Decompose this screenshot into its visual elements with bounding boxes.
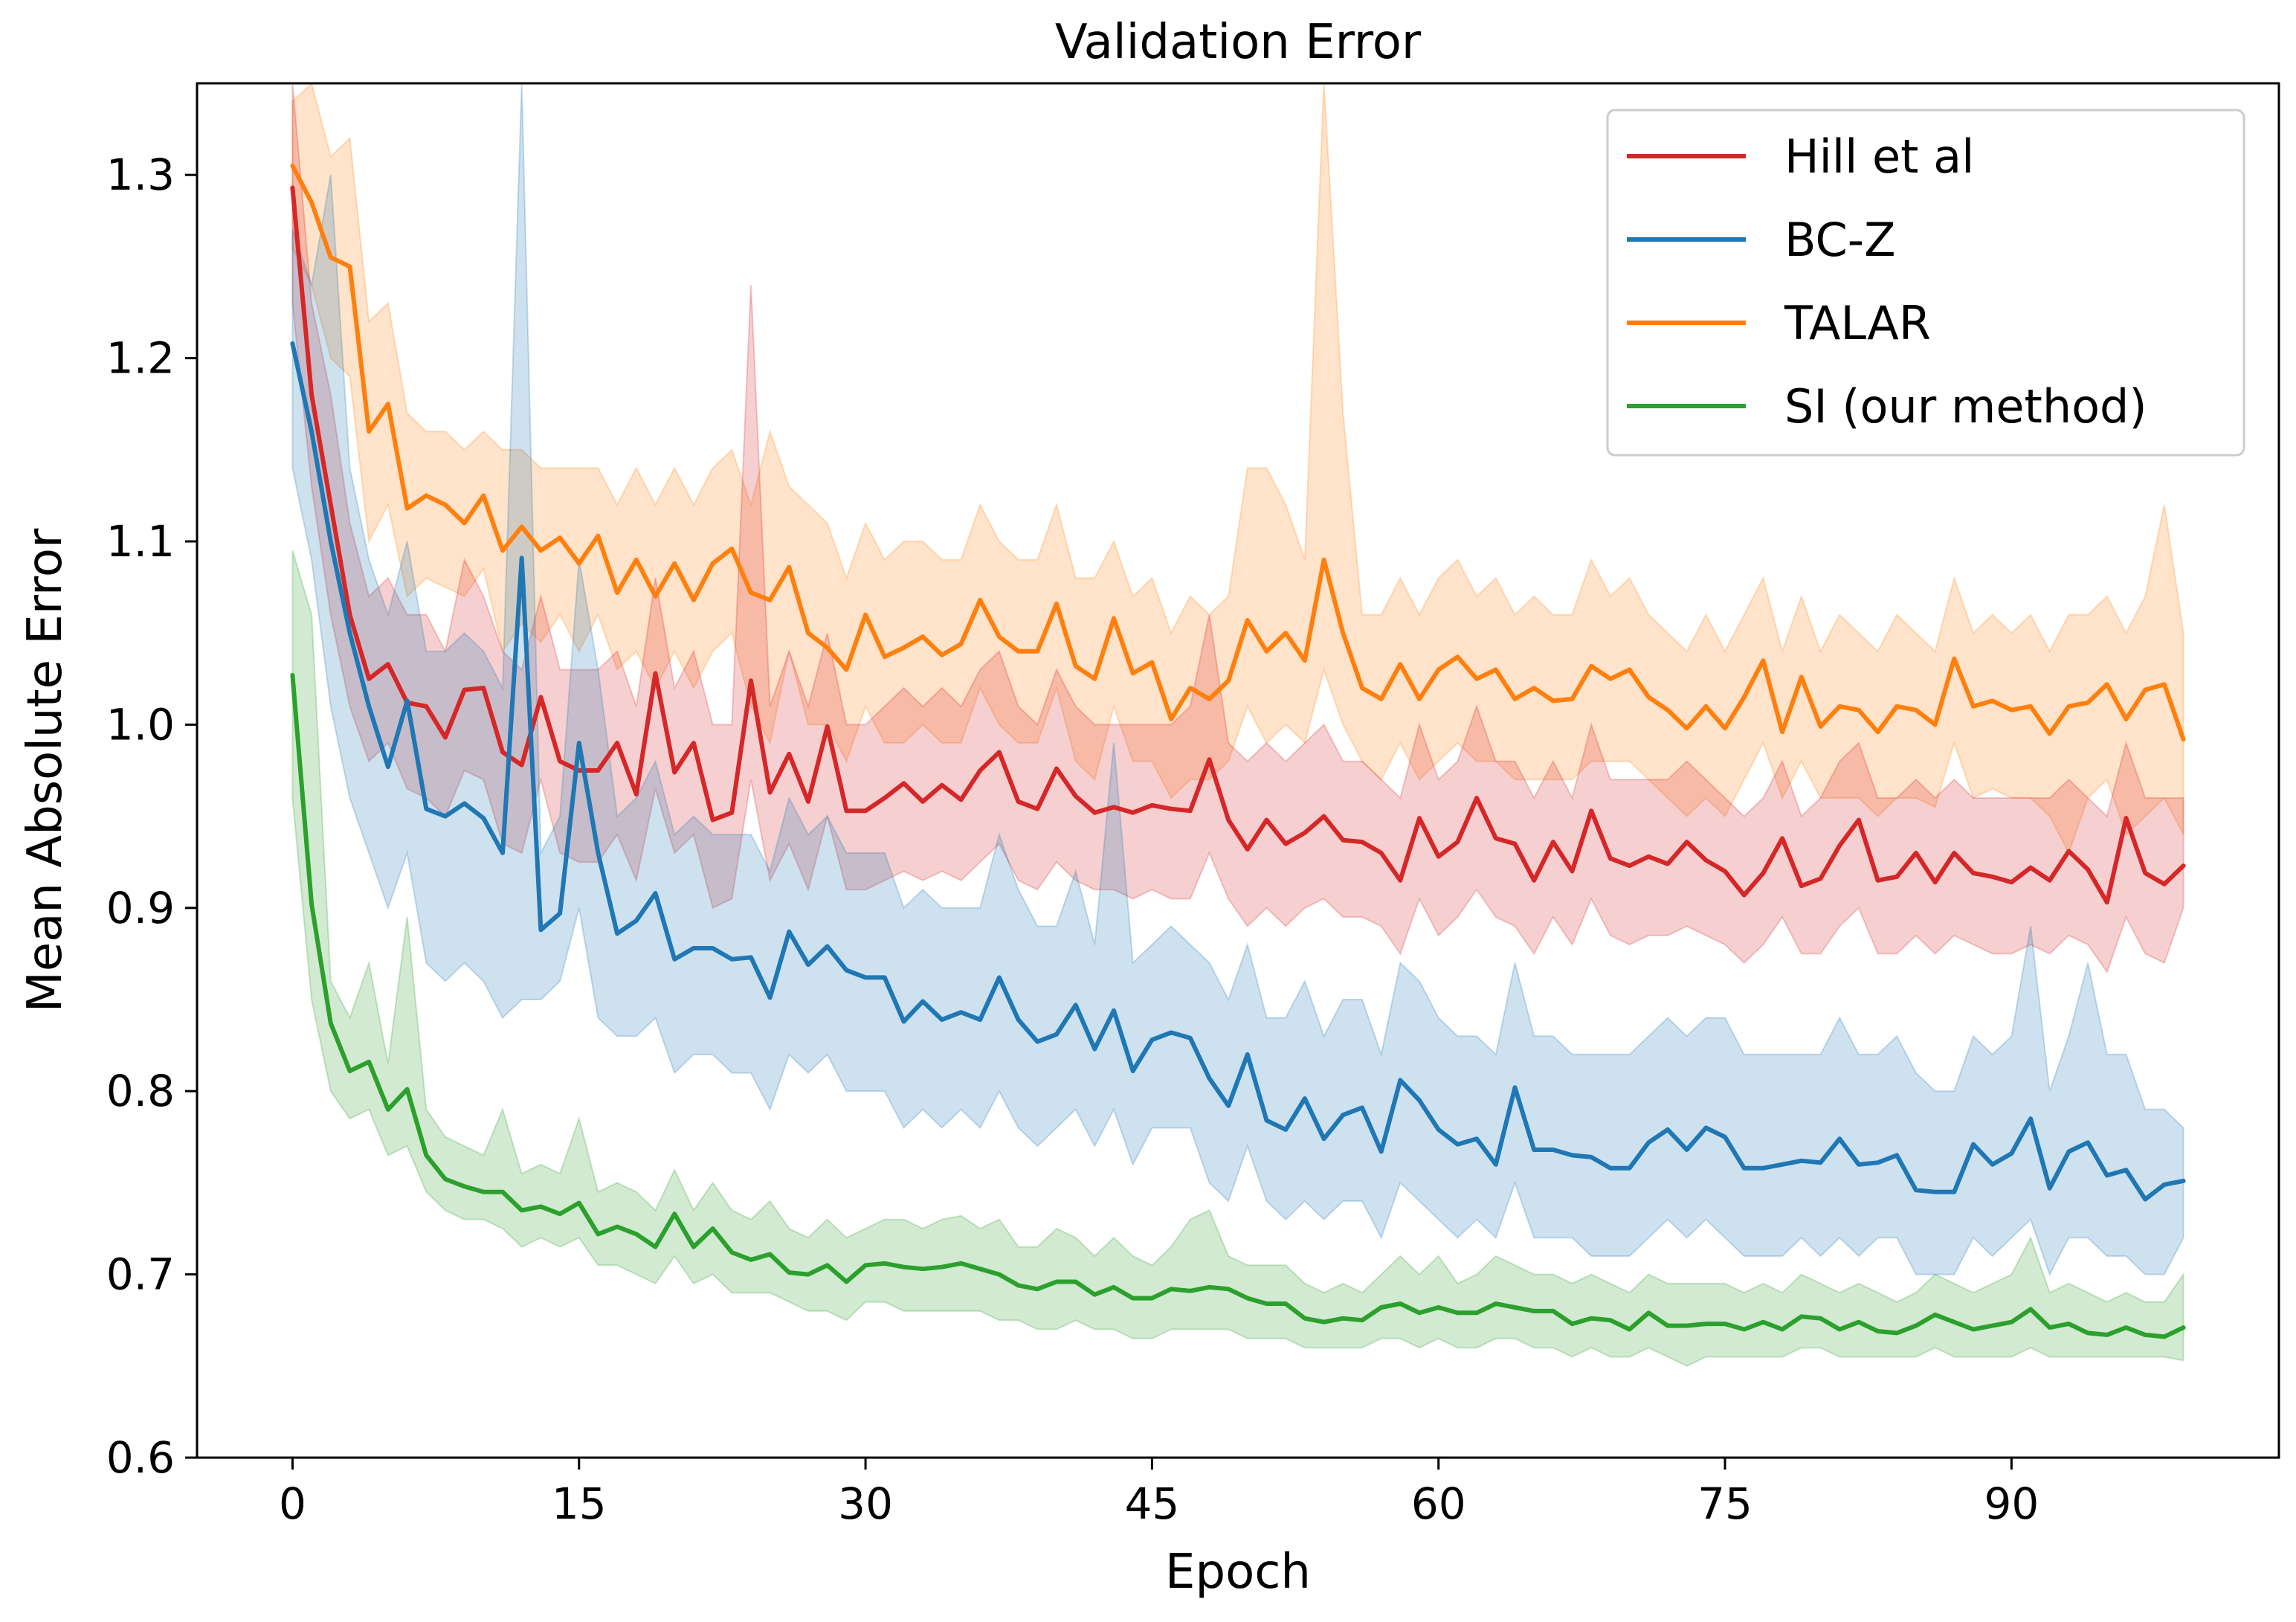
y-tick-label: 1.2 xyxy=(106,333,175,384)
plot-area-frame xyxy=(196,82,2280,1459)
y-tick-label: 1.0 xyxy=(106,699,175,750)
y-tick-label: 1.3 xyxy=(106,149,175,200)
y-axis-label: Mean Absolute Error xyxy=(18,528,73,1012)
legend-label-hill-et-al: Hill et al xyxy=(1784,129,1974,184)
legend: Hill et al BC-Z TALAR SI (our method) xyxy=(1606,109,2245,457)
line-talar xyxy=(290,163,2186,742)
y-tick-label: 0.8 xyxy=(106,1066,175,1116)
line-si-our-method xyxy=(290,672,2186,1339)
legend-label-talar: TALAR xyxy=(1784,296,1931,350)
x-axis-ticks: 0 15 30 45 60 75 90 xyxy=(279,1458,2039,1529)
x-tick-label: 0 xyxy=(279,1478,306,1529)
band-bc-z xyxy=(291,83,2184,1277)
legend-label-si-our-method: SI (our method) xyxy=(1784,379,2147,434)
x-tick-label: 30 xyxy=(838,1478,893,1529)
x-tick-label: 15 xyxy=(552,1478,607,1529)
y-tick-label: 1.1 xyxy=(106,516,175,567)
line-hill-et-al xyxy=(290,185,2186,905)
band-talar xyxy=(291,82,2184,855)
confidence-bands xyxy=(291,82,2184,1367)
chart-title: Validation Error xyxy=(1055,15,1422,70)
band-hill-et-al xyxy=(291,83,2184,974)
series-lines xyxy=(290,163,2186,1339)
x-tick-label: 75 xyxy=(1697,1478,1752,1529)
x-tick-label: 60 xyxy=(1411,1478,1466,1529)
legend-label-bc-z: BC-Z xyxy=(1784,213,1896,267)
x-tick-label: 90 xyxy=(1984,1478,2039,1529)
legend-box xyxy=(1606,109,2245,457)
x-tick-label: 45 xyxy=(1124,1478,1179,1529)
y-axis-ticks: 0.6 0.7 0.8 0.9 1.0 1.1 1.2 1.3 xyxy=(106,149,197,1483)
line-bc-z xyxy=(290,341,2186,1202)
x-axis-label: Epoch xyxy=(1165,1545,1311,1600)
y-tick-label: 0.6 xyxy=(106,1432,175,1483)
band-si-our-method xyxy=(291,550,2184,1367)
y-tick-label: 0.7 xyxy=(106,1249,175,1300)
y-tick-label: 0.9 xyxy=(106,883,175,933)
